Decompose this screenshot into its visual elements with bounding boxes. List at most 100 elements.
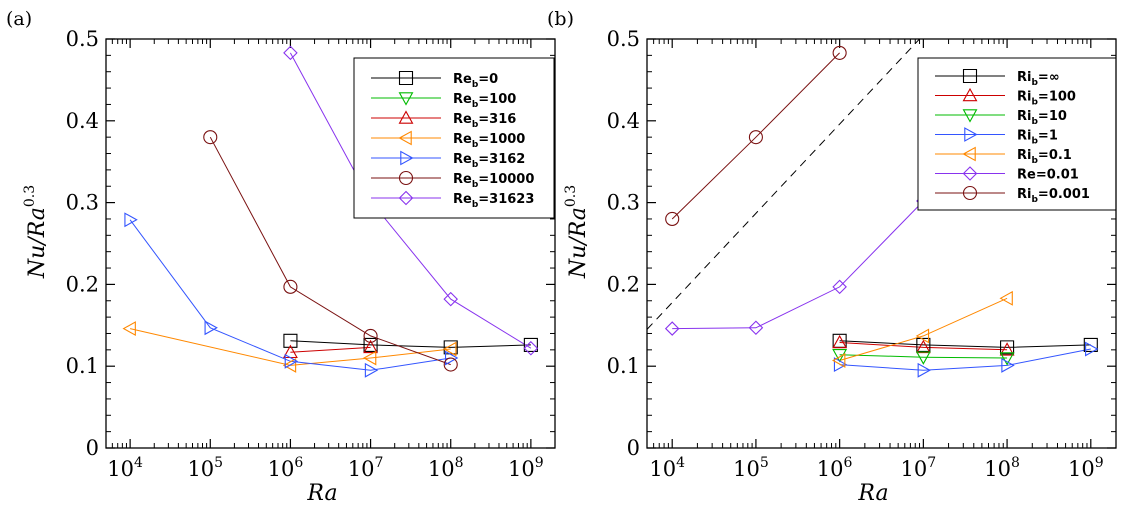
data-point — [122, 321, 136, 337]
legend-marker — [398, 110, 414, 124]
legend-label-main: Ri — [1017, 109, 1031, 124]
data-point — [915, 328, 930, 344]
x-axis-title: Ra — [857, 481, 888, 506]
legend-label-sub: b — [472, 120, 479, 130]
series-line — [839, 342, 1008, 351]
y-tick-label: 0 — [86, 436, 99, 460]
data-point — [363, 337, 378, 352]
data-point — [665, 211, 680, 227]
series-line — [290, 346, 371, 353]
x-tick-base: 10 — [817, 457, 844, 481]
x-tick-base: 10 — [1068, 457, 1095, 481]
legend-label: Rib=100 — [1017, 90, 1076, 108]
y-tick-label: 0.2 — [607, 272, 640, 296]
data-point — [523, 340, 539, 356]
legend-label-main: Re=0.01 — [1017, 168, 1079, 183]
legend-label: Re=0.01 — [1017, 168, 1079, 183]
legend-marker — [962, 185, 978, 201]
series-line — [209, 136, 451, 366]
legend-label-sub: b — [472, 180, 479, 190]
legend-marker — [398, 70, 414, 86]
legend-label: Reb=100 — [453, 92, 516, 110]
legend-label-sub: b — [1031, 117, 1038, 127]
legend-marker — [962, 166, 978, 181]
series-line — [290, 340, 531, 348]
x-tick-label: 107 — [901, 455, 937, 481]
data-point — [364, 362, 379, 378]
panel-label: (a) — [6, 8, 32, 30]
y-axis-title-base: Nu/Ra — [566, 207, 591, 279]
y-axis-title: Nu/Ra0.3 — [22, 185, 50, 279]
y-axis-title: Nu/Ra0.3 — [563, 185, 591, 279]
x-tick-label: 106 — [268, 455, 304, 481]
x-tick-base: 10 — [901, 457, 928, 481]
data-point — [283, 333, 298, 348]
legend-label-main: Ri — [1017, 70, 1031, 85]
y-tick-label: 0 — [627, 436, 640, 460]
x-tick-label: 105 — [733, 455, 769, 481]
data-point — [362, 350, 377, 366]
legend-label-tail: =100 — [478, 92, 516, 107]
data-point — [832, 334, 848, 349]
legend-label: Reb=1000 — [453, 132, 525, 150]
x-tick-base: 10 — [187, 457, 214, 481]
legend-label-sub: b — [1031, 78, 1038, 88]
data-point — [999, 352, 1015, 366]
legend-label-main: Re — [453, 152, 472, 167]
x-tick-label: 104 — [107, 455, 143, 481]
data-point — [363, 328, 378, 343]
legend-marker — [962, 68, 978, 84]
legend-label-main: Re — [453, 172, 472, 187]
legend-label-tail: =0 — [478, 72, 498, 87]
x-tick-base: 10 — [649, 457, 676, 481]
x-tick-base: 10 — [733, 457, 760, 481]
legend-marker — [398, 190, 414, 206]
data-point — [1001, 357, 1015, 373]
y-axis-title-base: Nu/Ra — [25, 207, 50, 279]
legend-label-tail: =10000 — [478, 172, 534, 187]
data-point — [999, 290, 1013, 306]
legend-label-sub: b — [1031, 156, 1038, 166]
legend-label: Reb=10000 — [453, 172, 534, 190]
legend-label-tail: =3162 — [478, 152, 525, 167]
x-tick-base: 10 — [107, 457, 134, 481]
data-point — [363, 339, 379, 354]
y-tick-label: 0.3 — [66, 191, 99, 215]
reference-dashed-line — [647, 39, 921, 330]
x-tick-label: 108 — [984, 455, 1020, 481]
data-point — [748, 130, 763, 145]
x-tick-exponent: 6 — [844, 455, 853, 471]
legend-marker — [964, 127, 978, 142]
data-point — [1085, 341, 1099, 357]
x-tick-exponent: 7 — [927, 455, 936, 471]
legend-marker — [962, 146, 976, 162]
x-tick-exponent: 6 — [294, 455, 303, 471]
x-axis-title: Ra — [306, 481, 337, 506]
legend-label-sub: b — [472, 100, 479, 110]
y-tick-label: 0.1 — [607, 354, 640, 378]
legend-label-sub: b — [472, 160, 479, 170]
data-point — [832, 45, 847, 60]
x-tick-exponent: 4 — [676, 455, 685, 471]
y-tick-label: 0.4 — [66, 109, 99, 133]
data-point — [917, 362, 931, 378]
x-tick-exponent: 5 — [214, 455, 223, 471]
legend: Rib=∞Rib=100Rib=10Rib=1Rib=0.1Re=0.01Rib… — [917, 57, 1117, 211]
series-line — [289, 52, 532, 349]
legend-label-main: Re — [453, 132, 472, 147]
series-line — [672, 200, 924, 330]
legend-label-main: Re — [453, 92, 472, 107]
data-point — [124, 212, 138, 228]
legend-label: Rib=∞ — [1017, 70, 1060, 88]
data-point — [443, 291, 459, 307]
x-tick-exponent: 8 — [1011, 455, 1020, 471]
legend-label: Rib=0.001 — [1017, 187, 1090, 205]
legend-label-tail: =10 — [1038, 109, 1067, 124]
legend-label: Reb=0 — [453, 72, 498, 90]
data-point — [283, 279, 298, 294]
legend-label-tail: =100 — [1038, 90, 1076, 105]
legend-label-main: Ri — [1017, 187, 1031, 202]
